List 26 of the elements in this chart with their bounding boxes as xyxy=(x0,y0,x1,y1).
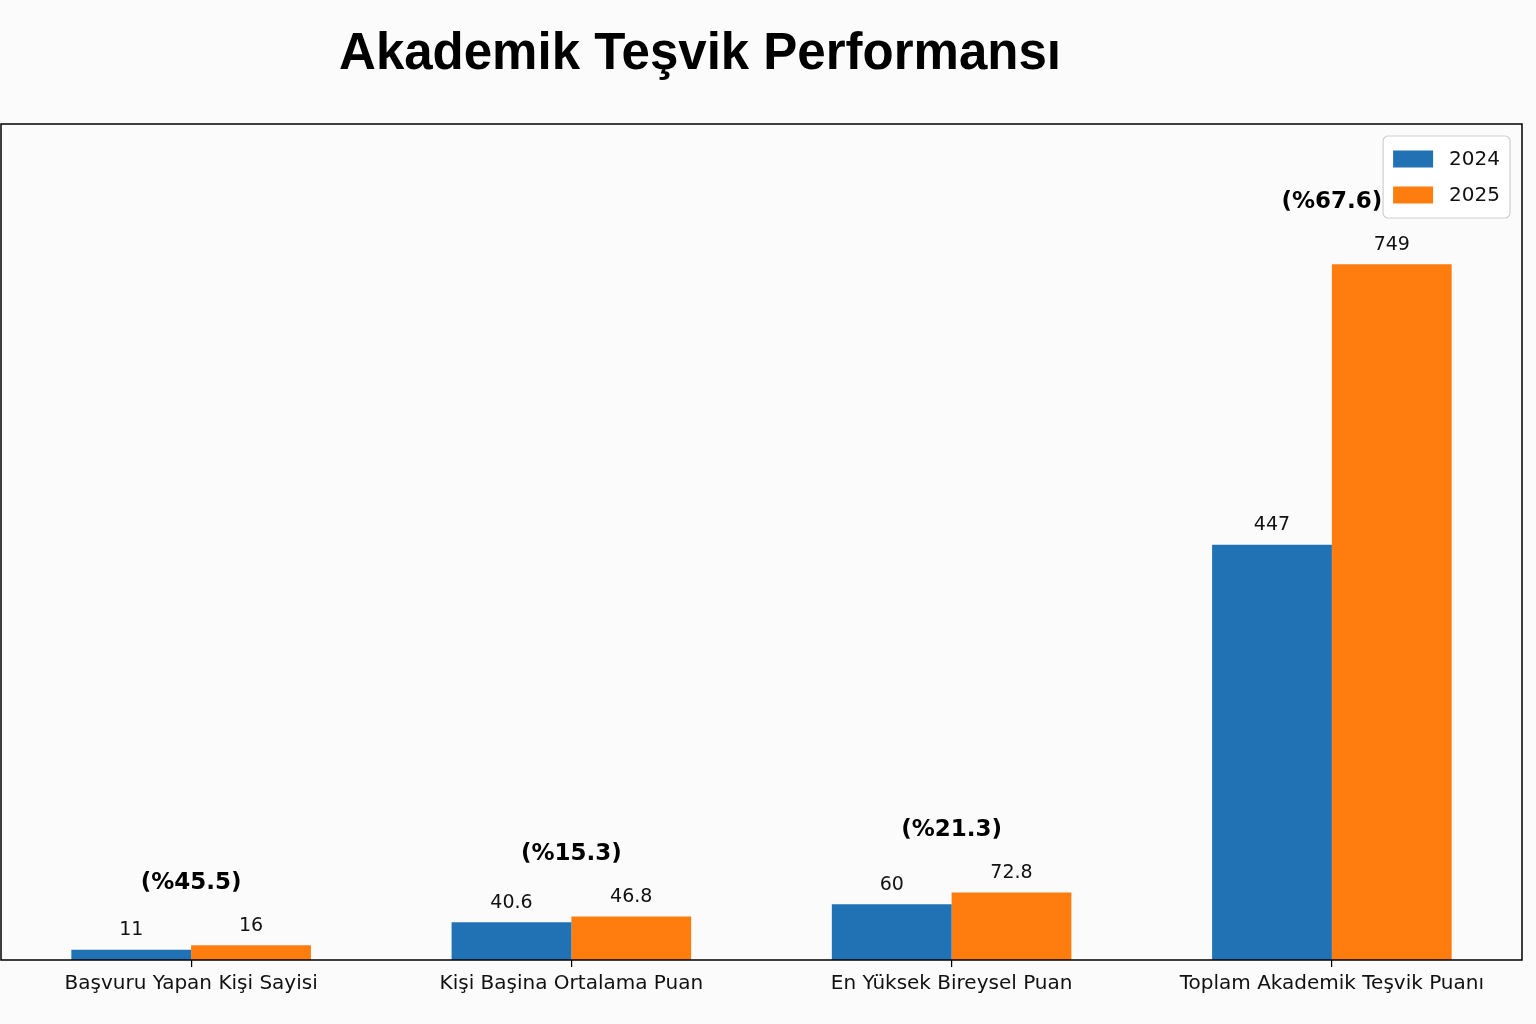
bar xyxy=(1331,264,1452,960)
legend-label: 2024 xyxy=(1449,146,1501,171)
bar xyxy=(951,892,1072,960)
bar xyxy=(571,916,692,960)
data-label: 60 xyxy=(879,871,904,894)
annotation: (%21.3) xyxy=(901,815,1003,842)
chart-title: Akademik Teşvik Performansı xyxy=(339,23,1061,81)
data-label: 16 xyxy=(238,912,264,935)
annotation: (%15.3) xyxy=(520,839,622,866)
data-label: 40.6 xyxy=(490,889,533,912)
x-tick-label: Başvuru Yapan Kişi Sayisi xyxy=(64,970,318,995)
data-label: 749 xyxy=(1373,231,1410,254)
bar xyxy=(831,904,952,960)
x-tick-label: En Yüksek Bireysel Puan xyxy=(830,970,1073,995)
bar xyxy=(451,922,572,960)
bar xyxy=(1212,544,1332,960)
x-tick-label: Toplam Akademik Teşvik Puanı xyxy=(1178,970,1485,995)
x-tick-label: Kişi Başina Ortalama Puan xyxy=(439,970,704,995)
legend-label: 2025 xyxy=(1449,182,1501,207)
bar xyxy=(191,945,311,960)
data-label: 72.8 xyxy=(990,859,1033,882)
text: (%67.6) xyxy=(1281,187,1383,214)
annotation: (%45.5) xyxy=(140,868,242,895)
data-label: 11 xyxy=(119,917,144,940)
data-label: 46.8 xyxy=(610,883,653,906)
data-label: 447 xyxy=(1253,512,1291,535)
